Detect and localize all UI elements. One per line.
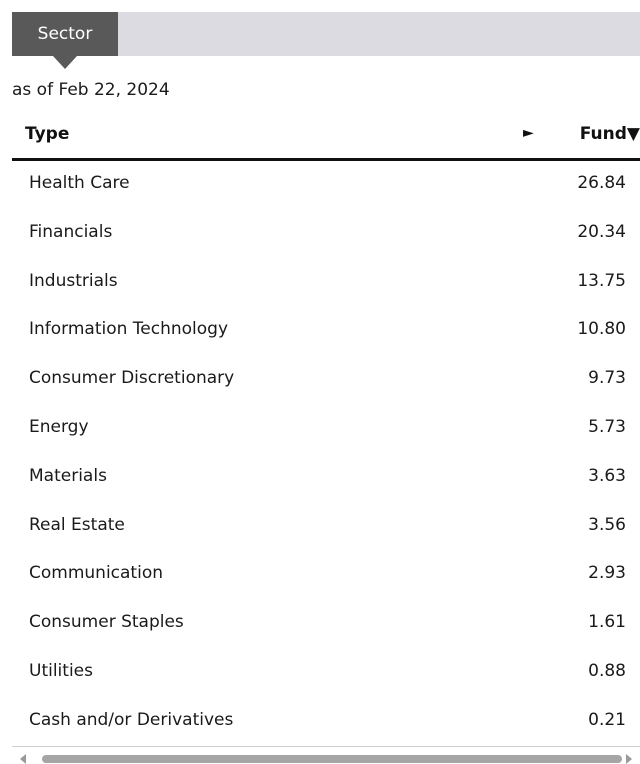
as-of-date: as of Feb 22, 2024 — [12, 80, 170, 100]
horizontal-scrollbar[interactable] — [12, 752, 640, 764]
sector-name: Energy — [29, 416, 89, 437]
scroll-left-icon[interactable] — [20, 754, 26, 764]
table-row: Information Technology 10.80 — [12, 307, 640, 356]
table-row: Real Estate 3.56 — [12, 503, 640, 552]
fund-weight: 3.63 — [588, 465, 626, 486]
table-row: Financials 20.34 — [12, 210, 640, 259]
active-tab-pointer — [53, 56, 77, 69]
table-row: Consumer Staples 1.61 — [12, 600, 640, 649]
sector-name: Consumer Discretionary — [29, 368, 235, 389]
column-header-fund[interactable]: Fund▼ — [580, 124, 640, 144]
expand-arrow-icon[interactable]: ► — [523, 125, 534, 141]
fund-weight: 5.73 — [588, 416, 626, 437]
sector-name: Real Estate — [29, 514, 125, 535]
sort-down-icon: ▼ — [626, 124, 640, 144]
tab-sector-label: Sector — [37, 24, 93, 44]
fund-weight: 2.93 — [588, 563, 626, 584]
table-row: Materials 3.63 — [12, 454, 640, 503]
table-row: Health Care 26.84 — [12, 161, 640, 210]
fund-weight: 13.75 — [577, 270, 626, 291]
fund-weight: 20.34 — [577, 221, 626, 242]
fund-weight: 0.21 — [588, 709, 626, 730]
sector-name: Health Care — [29, 173, 130, 193]
table-bottom-rule — [12, 746, 640, 747]
column-header-type[interactable]: Type — [25, 124, 70, 144]
fund-weight: 1.61 — [588, 612, 626, 633]
sector-name: Consumer Staples — [29, 612, 184, 633]
table-row: Communication 2.93 — [12, 551, 640, 600]
scroll-right-icon[interactable] — [626, 754, 632, 764]
table-header: Type ► Fund▼ — [12, 112, 640, 161]
sector-name: Materials — [29, 465, 107, 486]
sector-table-body: Health Care 26.84 Financials 20.34 Indus… — [12, 161, 640, 747]
fund-weight: 3.56 — [588, 514, 626, 535]
table-row: Cash and/or Derivatives 0.21 — [12, 698, 640, 747]
sector-name: Communication — [29, 563, 163, 584]
sector-name: Financials — [29, 221, 113, 242]
sector-name: Industrials — [29, 270, 118, 291]
fund-weight: 0.88 — [588, 660, 626, 681]
fund-weight: 26.84 — [577, 173, 626, 193]
fund-weight: 10.80 — [577, 319, 626, 340]
table-row: Utilities 0.88 — [12, 649, 640, 698]
fund-weight: 9.73 — [588, 368, 626, 389]
column-header-fund-label: Fund — [579, 124, 627, 144]
sector-name: Cash and/or Derivatives — [29, 709, 234, 730]
scrollbar-thumb[interactable] — [42, 755, 622, 763]
table-row: Energy 5.73 — [12, 405, 640, 454]
table-row: Industrials 13.75 — [12, 259, 640, 308]
sector-name: Utilities — [29, 660, 93, 681]
table-row: Consumer Discretionary 9.73 — [12, 356, 640, 405]
tab-sector[interactable]: Sector — [12, 12, 118, 56]
sector-name: Information Technology — [29, 319, 229, 340]
